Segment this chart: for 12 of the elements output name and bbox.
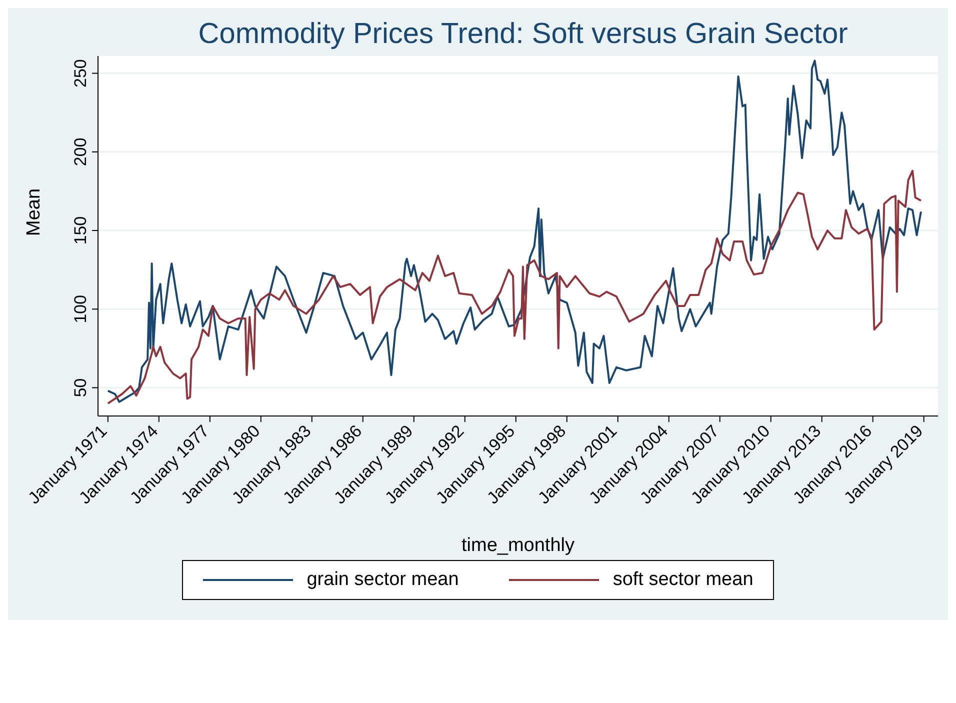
x-axis-title: time_monthly (462, 535, 575, 556)
y-tick-label: 250 (71, 59, 90, 88)
line-series (106, 60, 922, 403)
chart-title: Commodity Prices Trend: Soft versus Grain Sector (197, 18, 849, 51)
legend-label: grain sector mean (306, 569, 459, 591)
y-tick-label: 100 (71, 294, 90, 324)
line-series (106, 170, 922, 404)
y-axis-title: Mean (24, 188, 45, 236)
y-tick-label: 200 (71, 138, 90, 166)
y-tick-label: 50 (71, 378, 90, 398)
legend-label: soft sector mean (612, 569, 754, 591)
y-tick-label: 150 (71, 216, 90, 245)
